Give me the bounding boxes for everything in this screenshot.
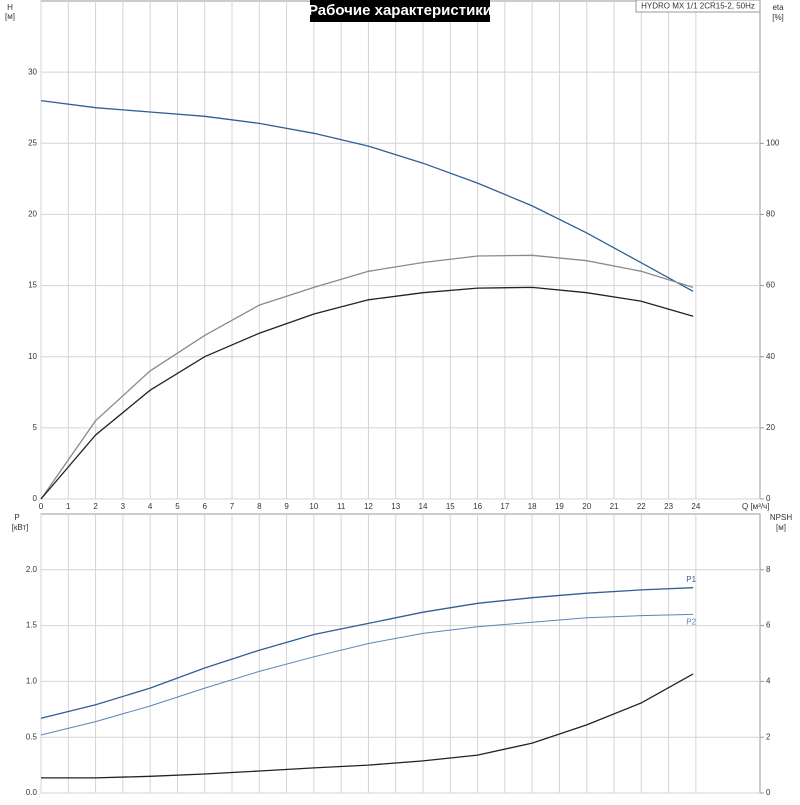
x-tick-label: 14: [419, 502, 428, 511]
x-tick-label: 1: [66, 502, 71, 511]
y2-tick-label: 0: [766, 494, 771, 503]
y2-tick-label: 2: [766, 732, 771, 741]
y2-tick-label: 80: [766, 210, 775, 219]
plot-area: [40, 513, 761, 794]
title-box: [310, 0, 490, 22]
x-tick-label: 16: [473, 502, 482, 511]
x-tick-label: 2: [93, 502, 98, 511]
x-tick-label: 10: [309, 502, 318, 511]
chart-title: Рабочие характеристики: [308, 2, 492, 19]
x-tick-label: 21: [610, 502, 619, 511]
y-tick-label: 0: [33, 494, 38, 503]
y2-tick-label: 40: [766, 352, 775, 361]
y2-axis-unit: [%]: [772, 13, 784, 22]
x-tick-label: 5: [175, 502, 180, 511]
x-tick-label: 3: [121, 502, 126, 511]
y-tick-label: 20: [28, 210, 37, 219]
chart-subtitle: HYDRO MX 1/1 2CR15-2, 50Hz: [641, 2, 755, 11]
y-axis-label: H: [7, 3, 13, 12]
x-tick-label: 17: [500, 502, 509, 511]
x-tick-label: 4: [148, 502, 153, 511]
x-tick-label: 24: [691, 502, 700, 511]
y-tick-label: 1.5: [26, 621, 38, 630]
series-line: [41, 673, 694, 779]
x-tick-label: 12: [364, 502, 373, 511]
y2-axis-label: eta: [772, 3, 784, 12]
y2-tick-label: 6: [766, 621, 771, 630]
x-tick-label: 15: [446, 502, 455, 511]
model-box: [635, 0, 761, 13]
y-tick-label: 1.0: [26, 677, 38, 686]
series-line: [40, 99, 694, 292]
y-axis-unit: [кВт]: [12, 523, 29, 532]
y2-tick-label: 100: [766, 138, 780, 147]
y-tick-label: 15: [28, 281, 37, 290]
x-tick-label: 8: [257, 502, 262, 511]
x-tick-label: 6: [202, 502, 207, 511]
x-tick-label: 22: [637, 502, 646, 511]
series-label: P1: [686, 575, 696, 584]
x-tick-label: 11: [337, 502, 346, 511]
y2-axis-label: NPSH: [770, 513, 792, 522]
y-tick-label: 30: [28, 67, 37, 76]
y2-axis-unit: [м]: [776, 523, 786, 532]
y-tick-label: 25: [28, 138, 37, 147]
x-tick-label: 23: [664, 502, 673, 511]
series-label: P2: [686, 618, 696, 627]
x-tick-label: 9: [284, 502, 289, 511]
y2-tick-label: 0: [766, 788, 771, 797]
y-tick-label: 2.0: [26, 565, 38, 574]
x-axis-label: Q [м³/ч]: [742, 502, 769, 511]
y2-tick-label: 4: [766, 677, 771, 686]
x-tick-label: 13: [391, 502, 400, 511]
y-tick-label: 5: [33, 423, 38, 432]
y-axis-label: P: [14, 513, 19, 522]
y-tick-label: 10: [28, 352, 37, 361]
y-tick-label: 0.0: [26, 788, 38, 797]
y-axis-unit: [м]: [5, 12, 15, 21]
series-line: [40, 286, 694, 500]
series-line: [40, 613, 694, 736]
y2-tick-label: 20: [766, 423, 775, 432]
x-tick-label: 0: [39, 502, 44, 511]
plot-area: [40, 0, 761, 500]
x-tick-label: 7: [230, 502, 235, 511]
x-tick-label: 18: [528, 502, 537, 511]
y2-tick-label: 60: [766, 281, 775, 290]
y2-tick-label: 8: [766, 565, 771, 574]
x-tick-label: 20: [582, 502, 591, 511]
series-line: [40, 587, 694, 719]
x-tick-label: 19: [555, 502, 564, 511]
y-tick-label: 0.5: [26, 732, 38, 741]
series-line: [40, 254, 694, 500]
